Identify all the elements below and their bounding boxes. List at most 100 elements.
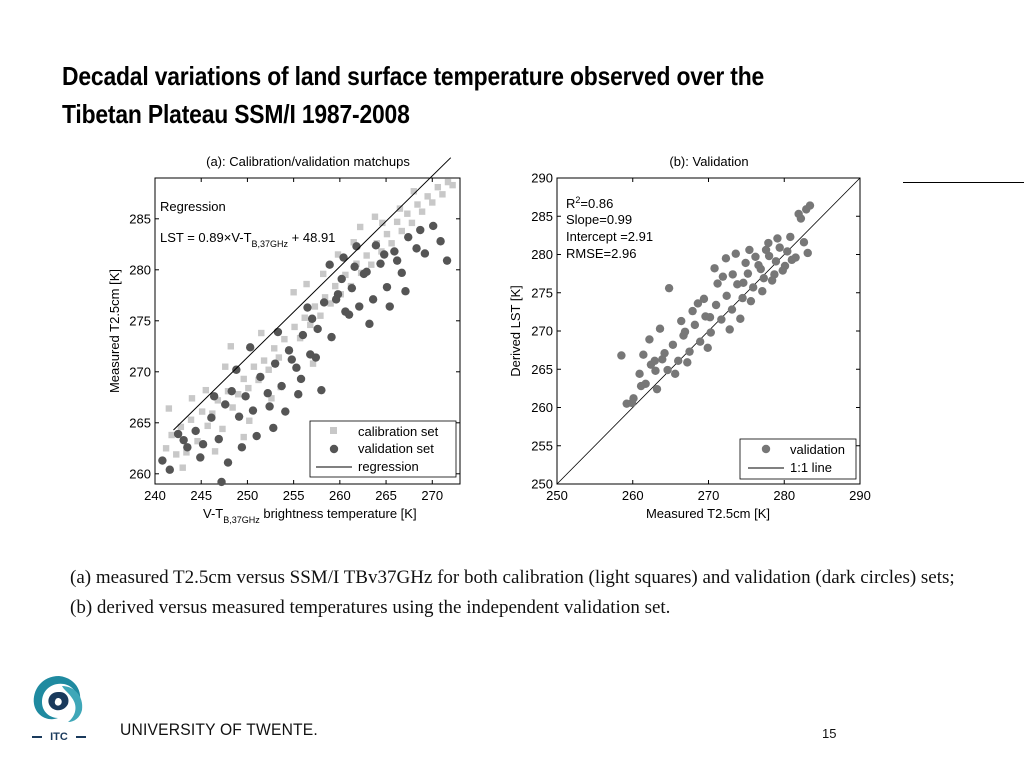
calibration-point bbox=[418, 208, 426, 215]
validation-point bbox=[627, 398, 637, 408]
x-tick-label: 245 bbox=[190, 488, 212, 503]
chart-a-regression-equation: LST = 0.89×V-TB,37GHz + 48.91 bbox=[160, 230, 335, 249]
validation-point bbox=[787, 255, 797, 265]
validation-point bbox=[327, 332, 336, 342]
validation-point bbox=[664, 283, 674, 293]
y-tick-label: 260 bbox=[129, 466, 151, 481]
validation-point bbox=[397, 268, 406, 278]
chart-b-legend: validation 1:1 line bbox=[739, 438, 857, 480]
validation-point bbox=[683, 358, 692, 367]
validation-point bbox=[748, 283, 758, 292]
calibration-point bbox=[321, 294, 329, 301]
y-tick-label: 275 bbox=[531, 285, 553, 300]
university-name: UNIVERSITY OF TWENTE. bbox=[120, 720, 318, 739]
page-number: 15 bbox=[822, 726, 837, 741]
calibration-point bbox=[379, 219, 386, 227]
calibration-point bbox=[187, 416, 195, 423]
validation-point bbox=[799, 238, 809, 247]
validation-point bbox=[232, 365, 241, 374]
calibration-point bbox=[227, 343, 234, 350]
validation-point bbox=[158, 456, 167, 465]
calibration-point bbox=[188, 395, 196, 402]
validation-point bbox=[651, 366, 660, 375]
validation-point bbox=[680, 327, 690, 336]
validation-point bbox=[281, 407, 290, 416]
validation-point bbox=[764, 238, 773, 248]
calibration-point bbox=[229, 404, 236, 411]
validation-point bbox=[767, 276, 777, 285]
calibration-point bbox=[245, 384, 252, 392]
validation-point bbox=[759, 274, 768, 283]
calibration-point bbox=[388, 240, 395, 247]
validation-point bbox=[207, 413, 216, 422]
validation-point bbox=[690, 320, 700, 330]
calibration-point bbox=[183, 449, 190, 456]
validation-point bbox=[173, 429, 183, 439]
calibration-point bbox=[198, 408, 206, 415]
calibration-point bbox=[250, 363, 258, 370]
validation-point bbox=[298, 330, 308, 340]
validation-point bbox=[352, 242, 361, 251]
chart-b-marks bbox=[617, 201, 815, 408]
calibration-point bbox=[414, 201, 421, 208]
y-tick-label: 290 bbox=[531, 171, 553, 186]
validation-point bbox=[420, 249, 430, 258]
validation-point bbox=[355, 302, 364, 311]
validation-point bbox=[209, 392, 219, 401]
validation-point bbox=[198, 440, 208, 449]
calibration-point bbox=[291, 323, 298, 331]
calibration-point bbox=[332, 282, 339, 290]
validation-point bbox=[617, 351, 626, 360]
calibration-point bbox=[434, 183, 442, 191]
validation-point bbox=[699, 294, 709, 304]
y-tick-label: 270 bbox=[129, 364, 151, 379]
validation-point bbox=[412, 244, 421, 253]
calibration-point bbox=[327, 300, 334, 307]
validation-point bbox=[436, 237, 445, 246]
validation-point bbox=[741, 258, 750, 268]
calibration-point bbox=[317, 312, 324, 319]
slide-title-line-2: Tibetan Plateau SSM/I 1987-2008 bbox=[62, 99, 410, 130]
validation-point bbox=[668, 340, 678, 349]
y-tick-label: 285 bbox=[531, 209, 553, 224]
validation-point bbox=[196, 453, 205, 462]
validation-point bbox=[428, 221, 438, 231]
legend-b-validation-marker bbox=[761, 444, 771, 454]
validation-point bbox=[256, 372, 265, 382]
y-tick-label: 280 bbox=[129, 262, 151, 277]
calibration-point bbox=[410, 188, 417, 195]
validation-point bbox=[401, 287, 410, 296]
validation-point bbox=[294, 390, 303, 399]
validation-point bbox=[317, 385, 326, 395]
chart-b-title: (b): Validation bbox=[669, 154, 748, 169]
validation-point bbox=[368, 295, 378, 304]
validation-point bbox=[778, 266, 787, 275]
calibration-point bbox=[368, 261, 375, 268]
validation-point bbox=[359, 269, 369, 279]
validation-point bbox=[713, 279, 722, 288]
calibration-point bbox=[363, 252, 370, 259]
chart-b-legend-box bbox=[739, 438, 857, 480]
validation-point bbox=[725, 325, 734, 334]
calibration-point bbox=[350, 239, 357, 246]
validation-point bbox=[337, 274, 346, 284]
y-tick-label: 250 bbox=[531, 477, 553, 492]
validation-point bbox=[331, 295, 341, 304]
calibration-point bbox=[202, 386, 210, 394]
x-tick-label: 255 bbox=[283, 488, 305, 503]
validation-point bbox=[371, 241, 381, 250]
slide-title-line-1: Decadal variations of land surface tempe… bbox=[62, 61, 765, 92]
calibration-point bbox=[265, 366, 272, 373]
validation-point bbox=[347, 283, 357, 293]
validation-point bbox=[284, 346, 294, 355]
validation-point bbox=[705, 313, 715, 322]
calibration-point bbox=[275, 354, 283, 361]
validation-point bbox=[645, 335, 654, 344]
validation-point bbox=[674, 356, 683, 366]
calibration-point bbox=[177, 423, 185, 431]
x-tick-label: 265 bbox=[375, 488, 397, 503]
y-tick-label: 265 bbox=[531, 362, 553, 377]
calibration-point bbox=[342, 271, 349, 279]
calibration-point bbox=[165, 405, 173, 412]
calibration-point bbox=[281, 335, 288, 343]
